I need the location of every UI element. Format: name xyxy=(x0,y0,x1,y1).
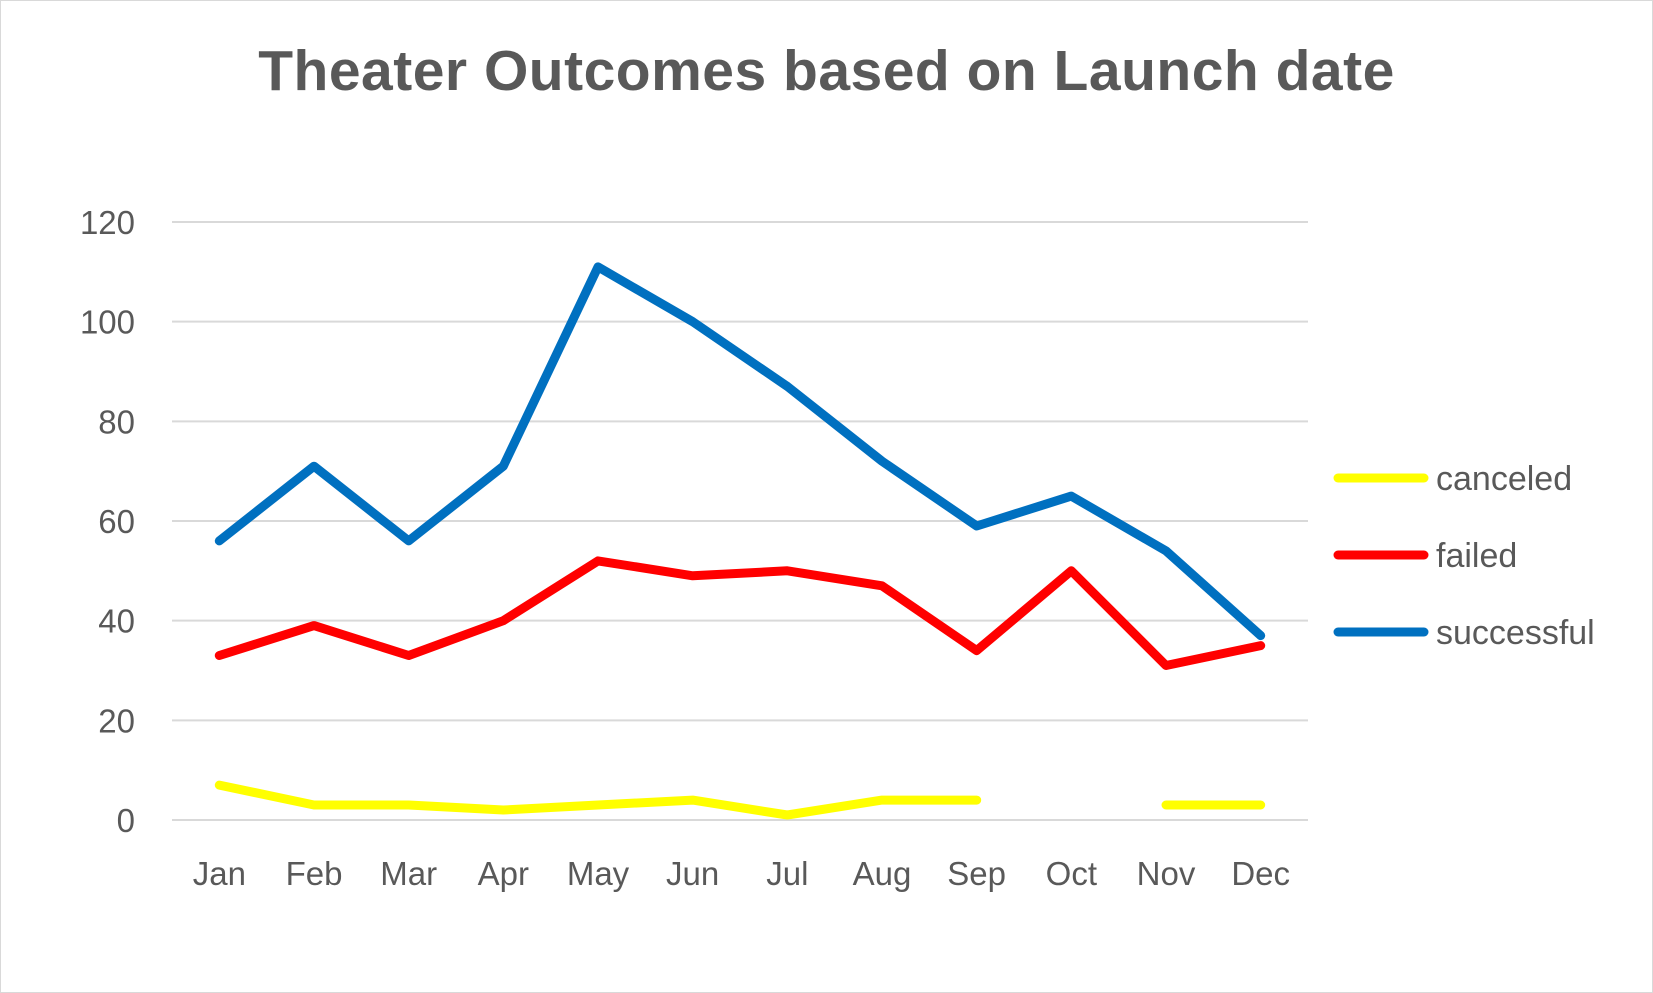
legend-label: failed xyxy=(1436,537,1517,575)
y-axis-tick-labels: 0 20 40 60 80 100 120 xyxy=(80,204,135,839)
x-tick-label: Feb xyxy=(286,855,343,892)
x-tick-label: Aug xyxy=(853,855,912,892)
x-tick-label: Dec xyxy=(1231,855,1290,892)
series-failed xyxy=(214,556,1266,670)
chart-title: Theater Outcomes based on Launch date xyxy=(258,39,1395,103)
series-lines xyxy=(214,262,1266,820)
x-tick-label: Jan xyxy=(193,855,246,892)
x-axis-tick-labels: Jan Feb Mar Apr May Jun Jul Aug Sep Oct Nov Dec xyxy=(193,855,1290,892)
series-canceled xyxy=(214,780,1266,820)
y-tick-label: 20 xyxy=(98,702,135,739)
x-tick-label: May xyxy=(567,855,630,892)
legend-label: canceled xyxy=(1436,460,1572,498)
y-tick-label: 60 xyxy=(98,503,135,540)
legend-item-canceled: canceled xyxy=(1333,460,1572,498)
x-tick-label: Mar xyxy=(380,855,437,892)
y-tick-label: 0 xyxy=(117,802,135,839)
x-tick-label: Jun xyxy=(666,855,719,892)
legend-label: successful xyxy=(1436,614,1595,652)
series-successful xyxy=(214,262,1266,641)
series-line-successful xyxy=(214,262,1266,641)
legend-item-failed: failed xyxy=(1333,537,1517,575)
series-line-failed xyxy=(214,556,1266,670)
legend: canceled failed successful xyxy=(1333,460,1595,652)
x-tick-label: Apr xyxy=(478,855,529,892)
y-tick-label: 100 xyxy=(80,304,135,341)
y-tick-label: 80 xyxy=(98,403,135,440)
x-tick-label: Oct xyxy=(1046,855,1097,892)
series-line-canceled xyxy=(214,780,1266,820)
x-tick-label: Nov xyxy=(1137,855,1196,892)
x-tick-label: Jul xyxy=(766,855,808,892)
y-tick-label: 40 xyxy=(98,603,135,640)
x-tick-label: Sep xyxy=(947,855,1006,892)
legend-item-successful: successful xyxy=(1333,614,1595,652)
y-tick-label: 120 xyxy=(80,204,135,241)
gridlines xyxy=(172,221,1308,821)
